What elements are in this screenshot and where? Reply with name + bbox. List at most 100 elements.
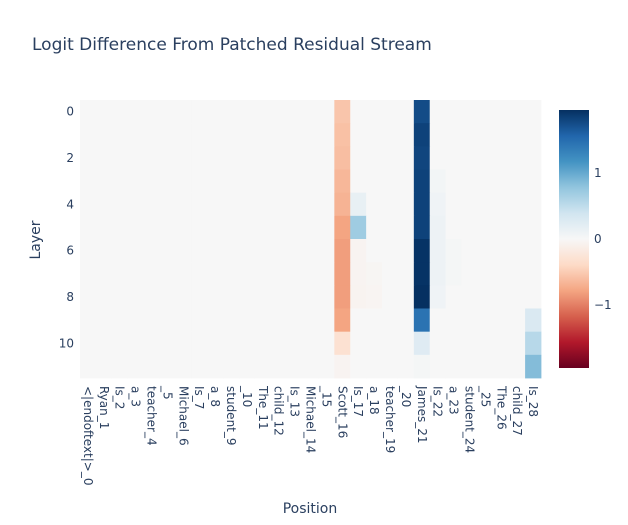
heatmap-cell-layer8-pos17 [350,285,367,309]
heatmap-cell-layer1-pos20 [397,123,415,147]
colorbar-tick-label: 0 [594,232,602,246]
heatmap-cell-layer4-pos17 [350,192,367,217]
heatmap-cell-layer9-pos14 [302,308,319,333]
heatmap-cell-layer4-pos11 [254,192,272,217]
heatmap-cell-layer2-pos6 [175,146,192,170]
heatmap-cell-layer8-pos19 [382,285,399,309]
heatmap-cell-layer3-pos20 [397,169,415,194]
heatmap-cell-layer4-pos21 [413,192,431,217]
heatmap-cell-layer5-pos4 [143,215,160,240]
heatmap-cell-layer3-pos8 [207,169,224,194]
heatmap-cell-layer4-pos26 [493,192,510,217]
heatmap-cell-layer4-pos10 [238,192,256,217]
heatmap-cell-layer4-pos9 [223,192,240,217]
heatmap-cell-layer2-pos15 [318,146,335,170]
heatmap-cell-layer7-pos5 [159,262,176,286]
heatmap-cell-layer11-pos23 [445,354,462,379]
heatmap-cell-layer9-pos1 [95,308,113,333]
heatmap-cell-layer10-pos22 [429,331,447,356]
heatmap-cell-layer9-pos24 [461,308,478,333]
heatmap-cell-layer2-pos28 [525,146,542,170]
heatmap-cell-layer0-pos10 [238,100,256,124]
heatmap-cell-layer9-pos26 [493,308,510,333]
heatmap-cell-layer9-pos22 [429,308,447,333]
heatmap-cell-layer10-pos8 [207,331,224,356]
heatmap-cell-layer10-pos28 [525,331,542,356]
heatmap-cell-layer11-pos1 [95,354,113,379]
heatmap-cell-layer2-pos19 [382,146,399,170]
heatmap-cell-layer6-pos8 [207,239,224,263]
heatmap-cell-layer7-pos22 [429,262,447,286]
heatmap-cell-layer2-pos16 [334,146,351,170]
heatmap-cell-layer2-pos9 [223,146,240,170]
heatmap-cell-layer3-pos27 [509,169,526,194]
heatmap-cell-layer4-pos4 [143,192,160,217]
heatmap-cell-layer5-pos7 [191,215,208,240]
heatmap-cell-layer8-pos0 [80,285,97,309]
heatmap-cell-layer4-pos18 [366,192,383,217]
heatmap-cell-layer2-pos1 [95,146,113,170]
heatmap-cell-layer11-pos12 [270,354,288,379]
heatmap-cell-layer6-pos13 [286,239,303,263]
heatmap-cell-layer1-pos9 [223,123,240,147]
heatmap-cell-layer0-pos18 [366,100,383,124]
heatmap-cell-layer4-pos3 [127,192,144,217]
heatmap-cell-layer5-pos22 [429,215,447,240]
heatmap-cell-layer0-pos8 [207,100,224,124]
heatmap-cell-layer3-pos15 [318,169,335,194]
x-axis-title: Position [283,501,338,517]
heatmap-cell-layer9-pos25 [477,308,494,333]
heatmap-cell-layer0-pos3 [127,100,144,124]
heatmap-cell-layer2-pos23 [445,146,462,170]
heatmap-cell-layer0-pos27 [509,100,526,124]
heatmap-cell-layer8-pos15 [318,285,335,309]
y-tick-label: 4 [66,197,74,211]
heatmap-cell-layer7-pos14 [302,262,319,286]
heatmap-cell-layer6-pos25 [477,239,494,263]
heatmap-cell-layer10-pos13 [286,331,303,356]
heatmap-cell-layer1-pos23 [445,123,462,147]
heatmap-cell-layer9-pos12 [270,308,288,333]
heatmap-cell-layer8-pos24 [461,285,478,309]
heatmap-cell-layer10-pos5 [159,331,176,356]
heatmap-cell-layer7-pos8 [207,262,224,286]
heatmap-cell-layer2-pos8 [207,146,224,170]
heatmap-cell-layer4-pos13 [286,192,303,217]
heatmap-cell-layer2-pos7 [191,146,208,170]
heatmap-cell-layer0-pos24 [461,100,478,124]
heatmap-cell-layer8-pos12 [270,285,288,309]
heatmap-cell-layer7-pos26 [493,262,510,286]
heatmap-cell-layer4-pos8 [207,192,224,217]
heatmap-cell-layer0-pos20 [397,100,415,124]
y-tick-label: 6 [66,244,74,258]
heatmap-cell-layer5-pos18 [366,215,383,240]
heatmap-cell-layer7-pos0 [80,262,97,286]
y-tick-label: 10 [59,336,74,350]
heatmap-cell-layer4-pos20 [397,192,415,217]
heatmap-cell-layer3-pos13 [286,169,303,194]
heatmap-cell-layer0-pos15 [318,100,335,124]
heatmap-cell-layer8-pos6 [175,285,192,309]
heatmap-cell-layer1-pos18 [366,123,383,147]
heatmap-cell-layer5-pos16 [334,215,351,240]
heatmap-cell-layer8-pos9 [223,285,240,309]
x-tick-label: Is_13 [288,386,302,417]
heatmap-cell-layer3-pos2 [111,169,129,194]
heatmap-cell-layer8-pos1 [95,285,113,309]
heatmap-cell-layer11-pos20 [397,354,415,379]
heatmap-cell-layer11-pos0 [80,354,97,379]
heatmap-cell-layer7-pos23 [445,262,462,286]
x-tick-label: child_27 [510,386,524,436]
heatmap-cell-layer11-pos11 [254,354,272,379]
heatmap-cell-layer9-pos15 [318,308,335,333]
heatmap-cell-layer6-pos14 [302,239,319,263]
x-tick-label: child_12 [272,386,286,436]
x-tick-label: The_26 [494,385,508,430]
heatmap-cell-layer11-pos13 [286,354,303,379]
heatmap-cell-layer9-pos11 [254,308,272,333]
heatmap-cell-layer1-pos15 [318,123,335,147]
heatmap-cell-layer1-pos21 [413,123,431,147]
heatmap-cell-layer5-pos8 [207,215,224,240]
heatmap-cell-layer9-pos9 [223,308,240,333]
